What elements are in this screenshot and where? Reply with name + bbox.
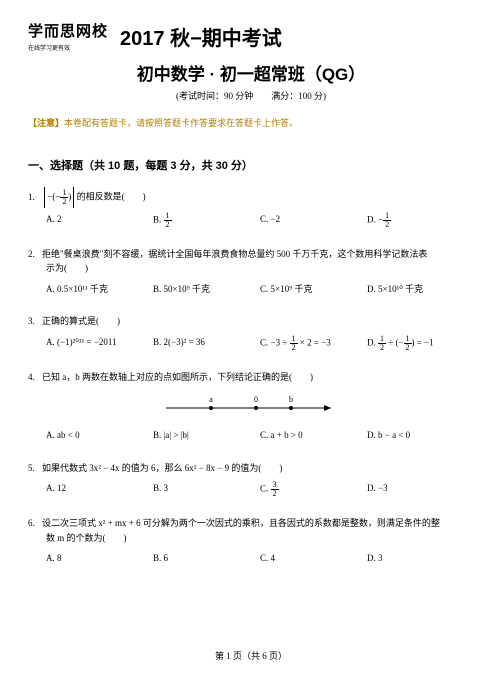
q3-num: 3. bbox=[28, 314, 42, 328]
q2-num: 2. bbox=[28, 247, 42, 261]
q5-choices: A. 12 B. 3 C. 32 D. −3 bbox=[28, 481, 474, 498]
logo-sub: 在线学习更有效 bbox=[28, 43, 108, 52]
q5-B: B. 3 bbox=[153, 481, 260, 498]
q1-D: D. −12 bbox=[367, 212, 474, 229]
q1-stem: 的相反数是( ) bbox=[77, 192, 146, 202]
q3-A: A. (−1)²⁰¹¹ = −2011 bbox=[46, 335, 153, 352]
timing: (考试时间：90 分钟 满分：100 分) bbox=[28, 89, 474, 102]
q3-choices: A. (−1)²⁰¹¹ = −2011 B. 2(−3)² = 36 C. −3… bbox=[28, 335, 474, 352]
q2-line1: 拒绝"餐桌浪费"刻不容缓，据统计全国每年浪费食物总量约 500 千万千克，这个数… bbox=[42, 249, 427, 259]
logo-block: 学而思网校 在线学习更有效 bbox=[28, 20, 108, 52]
q3-stem: 正确的算式是( ) bbox=[42, 316, 120, 326]
page-footer: 第 1 页（共 6 页） bbox=[0, 649, 502, 662]
q6-choices: A. 8 B. 6 C. 4 D. 3 bbox=[28, 551, 474, 565]
q2-choices: A. 0.5×10¹¹ 千克 B. 50×10⁹ 千克 C. 5×10⁹ 千克 … bbox=[28, 282, 474, 296]
q2-C: C. 5×10⁹ 千克 bbox=[260, 282, 367, 296]
notice-label: 【注意】 bbox=[28, 118, 64, 128]
number-line-svg: a 0 b bbox=[161, 390, 341, 418]
q4-num: 4. bbox=[28, 370, 42, 384]
q4-stem: 已知 a，b 两数在数轴上对应的点如图所示，下列结论正确的是( ) bbox=[42, 372, 313, 382]
logo-main: 学而思网校 bbox=[28, 20, 108, 41]
q5-C: C. 32 bbox=[260, 481, 367, 498]
q5-num: 5. bbox=[28, 461, 42, 475]
q3-D: D. 12 ÷ (−12) = −1 bbox=[367, 335, 474, 352]
q3-B: B. 2(−3)² = 36 bbox=[153, 335, 260, 352]
q6-A: A. 8 bbox=[46, 551, 153, 565]
notice: 【注意】本卷配有答题卡，请按照答题卡作答要求在答题卡上作答。 bbox=[28, 116, 474, 129]
q6-line2: 数 m 的个数为( ) bbox=[28, 531, 474, 545]
nl-zero: 0 bbox=[254, 395, 258, 404]
q1-abs: −(−12) bbox=[44, 189, 74, 206]
q3-C: C. −3 ÷ 12 × 2 = −3 bbox=[260, 335, 367, 352]
q5-stem: 如果代数式 3x² − 4x 的值为 6，那么 6x² − 8x − 9 的值为… bbox=[42, 463, 282, 473]
notice-text: 本卷配有答题卡，请按照答题卡作答要求在答题卡上作答。 bbox=[64, 118, 298, 128]
q1-abs-close: ) bbox=[68, 192, 71, 202]
q1-abs-open: −(− bbox=[47, 192, 60, 202]
q2-A: A. 0.5×10¹¹ 千克 bbox=[46, 282, 153, 296]
number-line: a 0 b bbox=[161, 390, 341, 422]
q2-B: B. 50×10⁹ 千克 bbox=[153, 282, 260, 296]
nl-a: a bbox=[209, 395, 213, 404]
q1-num: 1. bbox=[28, 190, 42, 204]
header: 学而思网校 在线学习更有效 2017 秋−期中考试 bbox=[28, 20, 474, 52]
question-4: 4.已知 a，b 两数在数轴上对应的点如图所示，下列结论正确的是( ) a 0 … bbox=[28, 370, 474, 443]
exam-title: 2017 秋−期中考试 bbox=[120, 22, 282, 51]
q6-B: B. 6 bbox=[153, 551, 260, 565]
nl-b: b bbox=[289, 395, 293, 404]
q4-choices: A. ab < 0 B. |a| > |b| C. a + b > 0 D. b… bbox=[28, 428, 474, 442]
q2-line2: 示为( ) bbox=[28, 261, 474, 275]
q4-D: D. b − a < 0 bbox=[367, 428, 474, 442]
question-6: 6.设二次三项式 x² + mx + 6 可分解为两个一次因式的乘积，且各因式的… bbox=[28, 516, 474, 565]
q5-D: D. −3 bbox=[367, 481, 474, 498]
q4-C: C. a + b > 0 bbox=[260, 428, 367, 442]
subtitle: 初中数学 · 初一超常班（QG） bbox=[28, 60, 474, 85]
q2-D: D. 5×10¹⁰ 千克 bbox=[367, 282, 474, 296]
q5-A: A. 12 bbox=[46, 481, 153, 498]
q1-A: A. 2 bbox=[46, 212, 153, 229]
q1-B: B. 12 bbox=[153, 212, 260, 229]
q6-line1: 设二次三项式 x² + mx + 6 可分解为两个一次因式的乘积，且各因式的系数… bbox=[42, 518, 440, 528]
q6-C: C. 4 bbox=[260, 551, 367, 565]
q1-C: C. −2 bbox=[260, 212, 367, 229]
q1-choices: A. 2 B. 12 C. −2 D. −12 bbox=[28, 212, 474, 229]
question-5: 5.如果代数式 3x² − 4x 的值为 6，那么 6x² − 8x − 9 的… bbox=[28, 461, 474, 498]
section-1-title: 一、选择题（共 10 题，每题 3 分，共 30 分） bbox=[28, 157, 474, 173]
q6-num: 6. bbox=[28, 516, 42, 530]
question-3: 3.正确的算式是( ) A. (−1)²⁰¹¹ = −2011 B. 2(−3)… bbox=[28, 314, 474, 351]
q6-D: D. 3 bbox=[367, 551, 474, 565]
q4-B: B. |a| > |b| bbox=[153, 428, 260, 442]
question-2: 2.拒绝"餐桌浪费"刻不容缓，据统计全国每年浪费食物总量约 500 千万千克，这… bbox=[28, 247, 474, 296]
question-1: 1. −(−12) 的相反数是( ) A. 2 B. 12 C. −2 D. −… bbox=[28, 189, 474, 229]
q4-A: A. ab < 0 bbox=[46, 428, 153, 442]
